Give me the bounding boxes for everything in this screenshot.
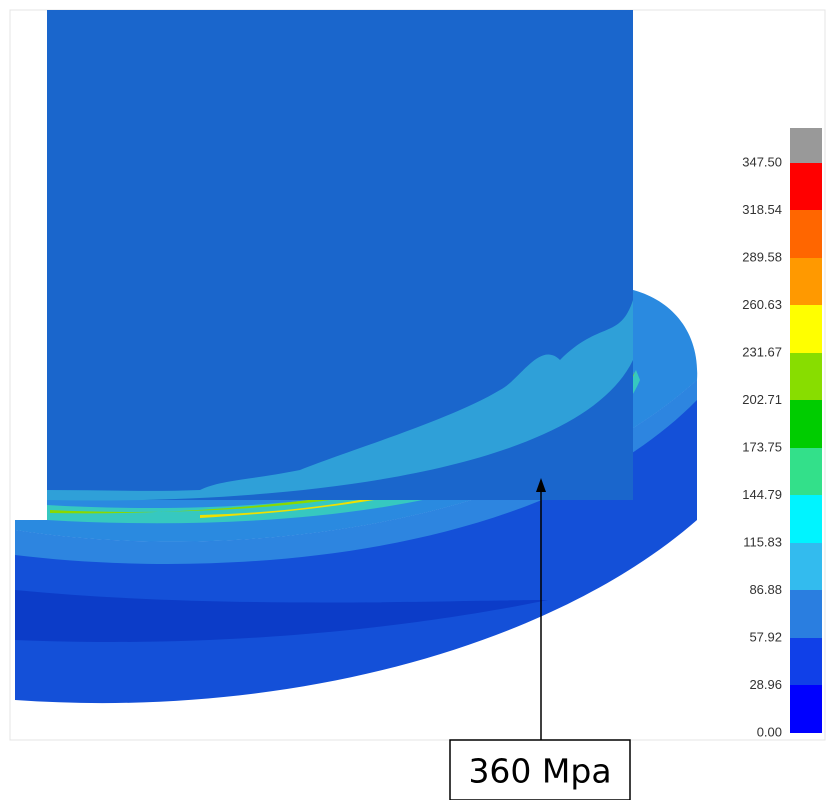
color-swatch xyxy=(790,353,822,401)
legend-label: 144.79 xyxy=(742,487,782,502)
color-swatch xyxy=(790,258,822,306)
color-swatch xyxy=(790,543,822,591)
legend-label: 86.88 xyxy=(749,582,782,597)
color-swatch xyxy=(790,400,822,448)
color-swatch xyxy=(790,305,822,353)
color-swatch xyxy=(790,448,822,496)
legend-label: 57.92 xyxy=(749,629,782,644)
legend-label: 347.50 xyxy=(742,154,782,169)
color-swatch xyxy=(790,685,822,733)
colorbar xyxy=(790,128,822,733)
legend-label: 231.67 xyxy=(742,344,782,359)
legend-label: 289.58 xyxy=(742,249,782,264)
color-swatch xyxy=(790,638,822,686)
color-swatch xyxy=(790,210,822,258)
legend-label: 202.71 xyxy=(742,392,782,407)
color-swatch xyxy=(790,590,822,638)
legend-label: 173.75 xyxy=(742,439,782,454)
color-swatch xyxy=(790,128,822,163)
legend-label: 260.63 xyxy=(742,297,782,312)
legend-label: 0.00 xyxy=(757,724,782,739)
annotation-text: 360 Mpa xyxy=(468,752,611,791)
color-swatch xyxy=(790,163,822,211)
legend-label: 28.96 xyxy=(749,677,782,692)
stress-plot: 360 Mpa 347.50 318.54 289.58 260.63 231.67 20… xyxy=(0,0,829,800)
color-swatch xyxy=(790,495,822,543)
legend-label: 115.83 xyxy=(743,534,782,549)
legend-label: 318.54 xyxy=(742,202,782,217)
page: 360 Mpa 347.50 318.54 289.58 260.63 231.67 20… xyxy=(0,0,829,800)
